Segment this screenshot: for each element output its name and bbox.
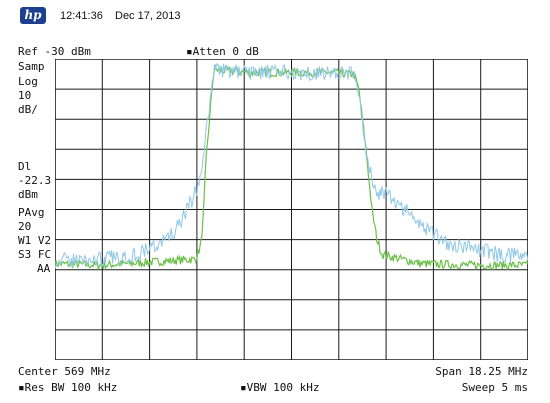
display-line-unit: dBm — [18, 188, 38, 201]
traces-label: W1 V2 — [18, 234, 52, 247]
scale-unit-label: dB/ — [18, 103, 38, 116]
coupling-label: AA — [37, 262, 51, 275]
ref-level-label: Ref -30 dBm — [18, 45, 91, 58]
atten-label: ▪Atten 0 dB — [186, 45, 259, 58]
display-line-value: -22.3 — [18, 174, 52, 187]
res-bw-label: ▪Res BW 100 kHz — [18, 381, 118, 394]
timestamp-time: 12:41:36 — [60, 10, 103, 22]
sweep-mode-label: S3 FC — [18, 248, 52, 261]
trace-blue — [55, 62, 528, 269]
trace-green — [55, 64, 528, 272]
center-frequency-label: Center 569 MHz — [18, 365, 111, 378]
sweep-time-label: Sweep 5 ms — [461, 381, 528, 394]
vbw-label: ▪VBW 100 kHz — [240, 381, 320, 394]
averaging-label: PAvg — [18, 206, 45, 219]
avg-count-label: 20 — [18, 220, 32, 233]
hp-logo: hp — [20, 7, 46, 24]
graticule — [55, 59, 528, 360]
scale-value-label: 10 — [18, 89, 32, 102]
spectrum-plot — [55, 59, 528, 360]
timestamp-date: Dec 17, 2013 — [115, 10, 181, 22]
traces — [55, 62, 528, 272]
detector-label: Samp — [18, 60, 45, 73]
span-label: Span 18.25 MHz — [435, 365, 528, 378]
scale-type-label: Log — [18, 75, 38, 88]
display-line-label: Dl — [18, 160, 32, 173]
